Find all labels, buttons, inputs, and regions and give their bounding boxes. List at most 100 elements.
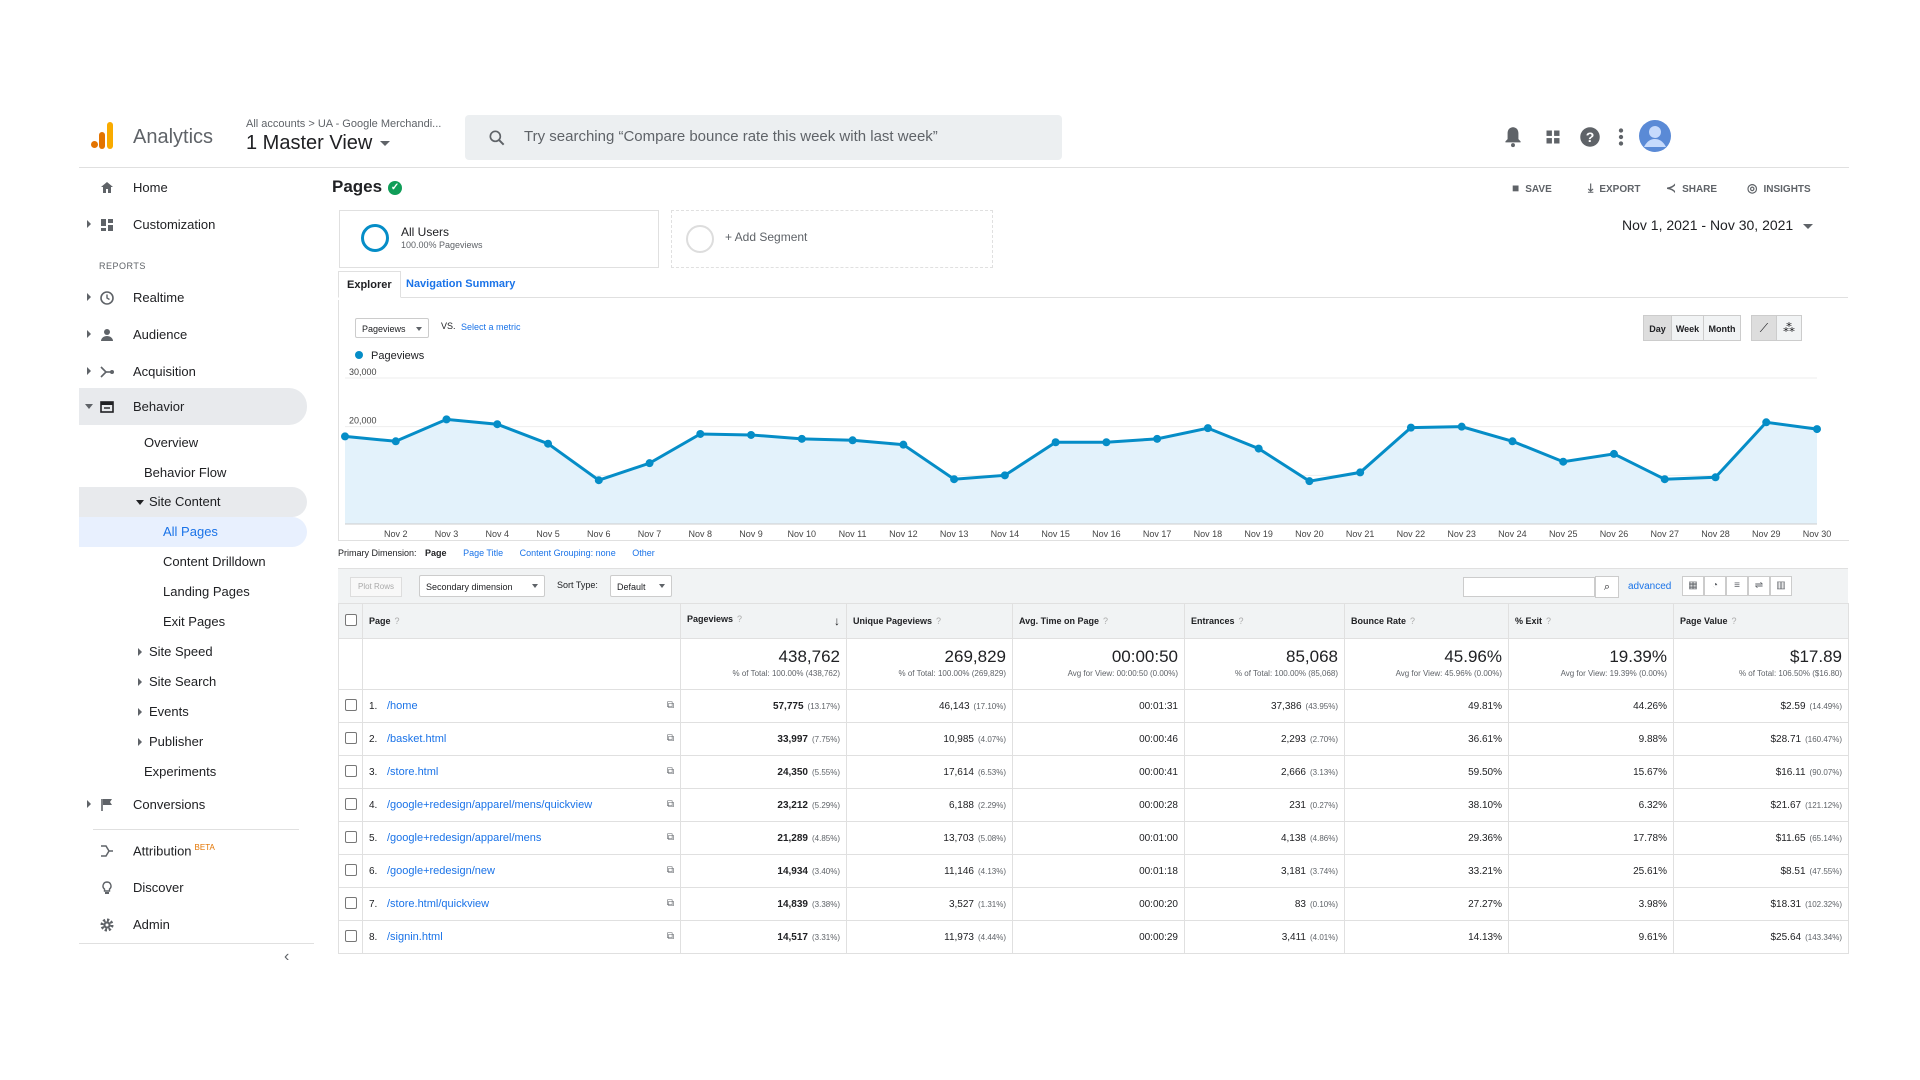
row-checkbox[interactable] — [338, 788, 363, 822]
column-header-pageviews[interactable]: Pageviews? ↓ — [680, 603, 847, 639]
data-point[interactable] — [1609, 449, 1618, 458]
sort-desc-icon[interactable]: ↓ — [834, 614, 840, 628]
secondary-dimension-select[interactable]: Secondary dimension — [419, 575, 545, 597]
breadcrumb[interactable]: All accounts > UA - Google Merchandi... — [246, 118, 442, 130]
page-link[interactable]: /google+redesign/apparel/mens — [387, 832, 542, 844]
data-point[interactable] — [1508, 437, 1517, 446]
table-filter-input[interactable] — [1463, 577, 1595, 597]
data-point[interactable] — [1762, 418, 1771, 427]
data-point[interactable] — [1254, 444, 1263, 453]
open-in-new-icon[interactable]: ⧉ — [666, 766, 674, 777]
column-header-page-value[interactable]: Page Value? — [1673, 603, 1849, 639]
open-in-new-icon[interactable]: ⧉ — [666, 733, 674, 744]
sidebar-item-content-drilldown[interactable]: Content Drilldown — [79, 547, 309, 577]
page-link[interactable]: /store.html/quickview — [387, 898, 490, 910]
open-in-new-icon[interactable]: ⧉ — [666, 931, 674, 942]
sidebar-item-acquisition[interactable]: Acquisition — [79, 356, 309, 388]
sidebar-item-conversions[interactable]: Conversions — [79, 789, 309, 821]
data-point[interactable] — [544, 439, 553, 448]
help-icon[interactable]: ? — [737, 614, 743, 624]
sidebar-item-home[interactable]: Home — [79, 172, 309, 204]
column-header-page[interactable]: Page? — [362, 603, 681, 639]
data-point[interactable] — [696, 429, 705, 438]
sidebar-item-publisher[interactable]: Publisher — [79, 727, 309, 757]
insights-button[interactable]: ◎ INSIGHTS — [1747, 181, 1811, 195]
data-point[interactable] — [1559, 457, 1568, 466]
data-point[interactable] — [645, 459, 654, 468]
data-point[interactable] — [391, 437, 400, 446]
select-metric-link[interactable]: Select a metric — [461, 322, 521, 332]
sidebar-item-customization[interactable]: Customization — [79, 209, 309, 241]
select-all-checkbox[interactable] — [338, 603, 363, 639]
sidebar-item-experiments[interactable]: Experiments — [79, 757, 309, 787]
avatar[interactable] — [1639, 120, 1671, 152]
help-icon[interactable]: ? — [1103, 616, 1109, 626]
data-point[interactable] — [1711, 473, 1720, 482]
row-checkbox[interactable] — [338, 722, 363, 756]
data-point[interactable] — [1051, 438, 1060, 447]
open-in-new-icon[interactable]: ⧉ — [666, 799, 674, 810]
help-icon[interactable]: ? — [936, 616, 942, 626]
add-segment-button[interactable]: + Add Segment — [671, 210, 993, 268]
dimension-page[interactable]: Page — [425, 548, 447, 558]
pie-view-icon[interactable]: ◔ — [1704, 576, 1726, 596]
help-icon[interactable]: ? — [1238, 616, 1244, 626]
dimension-page-title[interactable]: Page Title — [463, 548, 504, 558]
row-checkbox[interactable] — [338, 887, 363, 921]
column-header-entrances[interactable]: Entrances? — [1184, 603, 1345, 639]
open-in-new-icon[interactable]: ⧉ — [666, 832, 674, 843]
data-point[interactable] — [1660, 475, 1669, 484]
table-search-icon[interactable]: ⌕ — [1595, 576, 1619, 598]
pivot-view-icon[interactable]: ▥ — [1770, 576, 1792, 596]
sidebar-item-site-speed[interactable]: Site Speed — [79, 637, 309, 667]
column-header-exit[interactable]: % Exit? — [1508, 603, 1674, 639]
open-in-new-icon[interactable]: ⧉ — [666, 865, 674, 876]
row-checkbox[interactable] — [338, 821, 363, 855]
data-table-view-icon[interactable]: ▦ — [1682, 576, 1704, 596]
data-point[interactable] — [1406, 423, 1415, 432]
open-in-new-icon[interactable]: ⧉ — [666, 898, 674, 909]
data-point[interactable] — [1457, 422, 1466, 431]
tab-explorer[interactable]: Explorer — [338, 271, 401, 298]
sidebar-item-behavior[interactable]: Behavior — [79, 388, 307, 425]
help-icon[interactable]: ? — [1731, 616, 1737, 626]
data-point[interactable] — [493, 420, 502, 429]
performance-view-icon[interactable]: ≡ — [1726, 576, 1748, 596]
segment-all-users[interactable]: All Users 100.00% Pageviews — [339, 210, 659, 268]
sort-type-select[interactable]: Default — [610, 575, 672, 597]
page-link[interactable]: /google+redesign/apparel/mens/quickview — [387, 799, 593, 811]
tab-navigation-summary[interactable]: Navigation Summary — [406, 278, 516, 290]
line-chart-view-icon[interactable]: ⟋ — [1751, 315, 1777, 341]
page-link[interactable]: /home — [387, 700, 418, 712]
view-selector[interactable]: 1 Master View — [246, 132, 391, 155]
row-checkbox[interactable] — [338, 689, 363, 723]
collapse-sidebar-icon[interactable]: ‹ — [284, 948, 290, 965]
week-button[interactable]: Week — [1671, 315, 1704, 341]
data-point[interactable] — [950, 475, 959, 484]
sidebar-item-events[interactable]: Events — [79, 697, 309, 727]
dimension-content-grouping[interactable]: Content Grouping: none — [519, 548, 616, 558]
bell-icon[interactable] — [1500, 124, 1526, 150]
sidebar-item-exit-pages[interactable]: Exit Pages — [79, 607, 309, 637]
sidebar-item-overview[interactable]: Overview — [79, 428, 309, 458]
page-link[interactable]: /signin.html — [387, 931, 443, 943]
sidebar-item-realtime[interactable]: Realtime — [79, 282, 309, 314]
sidebar-item-audience[interactable]: Audience — [79, 319, 309, 351]
sidebar-item-discover[interactable]: Discover — [79, 872, 309, 904]
day-button[interactable]: Day — [1643, 315, 1672, 341]
help-icon[interactable]: ? — [1546, 616, 1552, 626]
page-link[interactable]: /store.html — [387, 766, 439, 778]
motion-chart-view-icon[interactable]: ⁂ — [1776, 315, 1802, 341]
data-point[interactable] — [1356, 468, 1365, 477]
export-button[interactable]: ⤓ EXPORT — [1588, 181, 1640, 196]
sidebar-item-attribution[interactable]: Attribution BETA — [79, 835, 309, 867]
data-point[interactable] — [747, 430, 756, 439]
analytics-logo-icon[interactable] — [91, 122, 115, 152]
share-button[interactable]: ≺ SHARE — [1666, 181, 1717, 195]
data-point[interactable] — [899, 440, 908, 449]
metric-select[interactable]: Pageviews — [355, 318, 429, 338]
save-button[interactable]: ■ SAVE — [1512, 181, 1552, 195]
row-checkbox[interactable] — [338, 920, 363, 954]
open-in-new-icon[interactable]: ⧉ — [666, 700, 674, 711]
month-button[interactable]: Month — [1703, 315, 1741, 341]
